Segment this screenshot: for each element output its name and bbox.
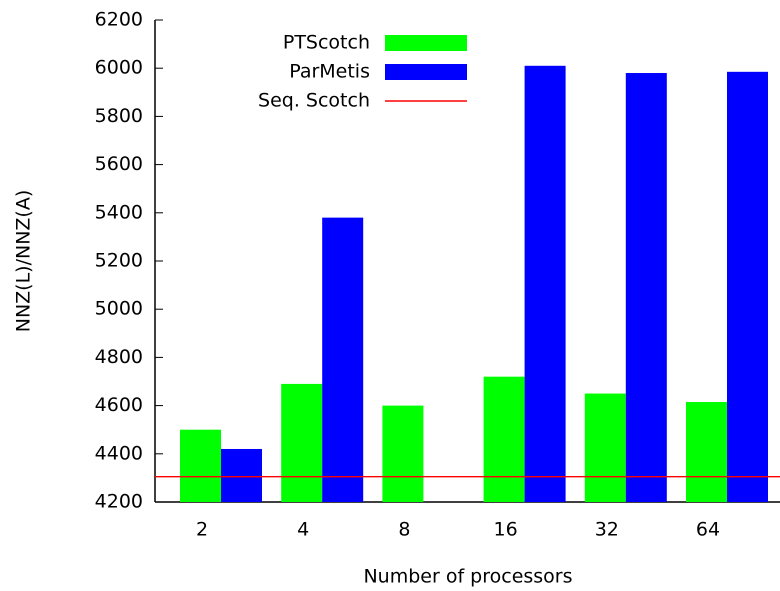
bar — [584, 393, 626, 502]
y-tick-label: 6200 — [95, 9, 143, 31]
legend-swatch — [385, 64, 467, 80]
y-tick-label: 5400 — [95, 201, 143, 223]
bar — [221, 448, 262, 502]
legend-label: Seq. Scotch — [258, 90, 370, 112]
bar — [483, 376, 525, 502]
y-tick-label: 4200 — [95, 491, 143, 513]
y-tick-label: 5200 — [95, 250, 143, 272]
x-tick-label: 64 — [696, 519, 720, 541]
x-axis-label: Number of processors — [363, 566, 572, 588]
legend-label: PTScotch — [283, 32, 370, 54]
bar — [322, 217, 364, 502]
y-axis-label: NNZ(L)/NNZ(A) — [13, 190, 35, 333]
bar — [727, 71, 768, 502]
x-tick-label: 2 — [196, 519, 208, 541]
y-tick-label: 5800 — [95, 105, 143, 127]
y-tick-label: 5600 — [95, 153, 143, 175]
bar — [382, 405, 424, 502]
y-tick-label: 4600 — [95, 394, 143, 416]
y-tick-label: 4400 — [95, 442, 143, 464]
x-tick-label: 8 — [398, 519, 410, 541]
bar — [281, 383, 323, 502]
y-tick-label: 4800 — [95, 346, 143, 368]
bar — [180, 429, 221, 502]
x-tick-label: 32 — [595, 519, 619, 541]
x-tick-label: 4 — [297, 519, 309, 541]
y-tick-label: 5000 — [95, 298, 143, 320]
bar — [625, 73, 667, 503]
y-tick-label: 6000 — [95, 57, 143, 79]
legend-label: ParMetis — [289, 61, 370, 83]
x-tick-label: 16 — [494, 519, 518, 541]
bar — [524, 65, 566, 502]
legend-swatch — [385, 35, 467, 51]
bar — [686, 401, 727, 502]
